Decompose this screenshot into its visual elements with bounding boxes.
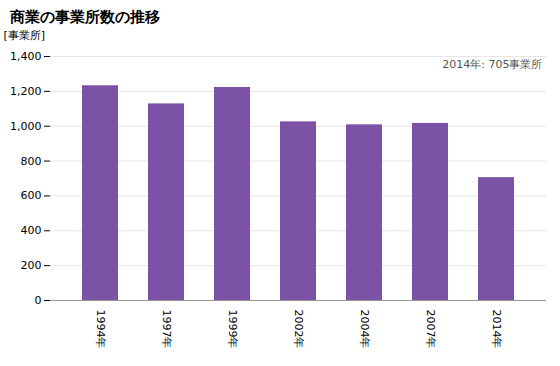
svg-text:800: 800 — [21, 155, 42, 168]
svg-text:[事業所]: [事業所] — [4, 29, 46, 42]
svg-text:0: 0 — [35, 294, 42, 307]
html-text:商業の事業所数の推移: 商業の事業所数の推移 — [10, 8, 160, 26]
svg-text:1,400: 1,400 — [10, 50, 42, 63]
svg-text:1,200: 1,200 — [10, 85, 42, 98]
svg-text:2007年: 2007年 — [424, 310, 437, 349]
svg-text:2014年: 2014年 — [490, 310, 503, 349]
svg-text:1997年: 1997年 — [160, 310, 173, 349]
svg-text:200: 200 — [21, 259, 42, 272]
svg-text:400: 400 — [21, 224, 42, 237]
svg-text:1,000: 1,000 — [10, 120, 42, 133]
svg-text:1994年: 1994年 — [94, 310, 107, 349]
svg-text:1999年: 1999年 — [226, 310, 239, 349]
svg-text:2014年: 705事業所: 2014年: 705事業所 — [442, 58, 542, 71]
svg-text:600: 600 — [21, 189, 42, 202]
svg-text:2004年: 2004年 — [358, 310, 371, 349]
svg-text:2002年: 2002年 — [292, 310, 305, 349]
